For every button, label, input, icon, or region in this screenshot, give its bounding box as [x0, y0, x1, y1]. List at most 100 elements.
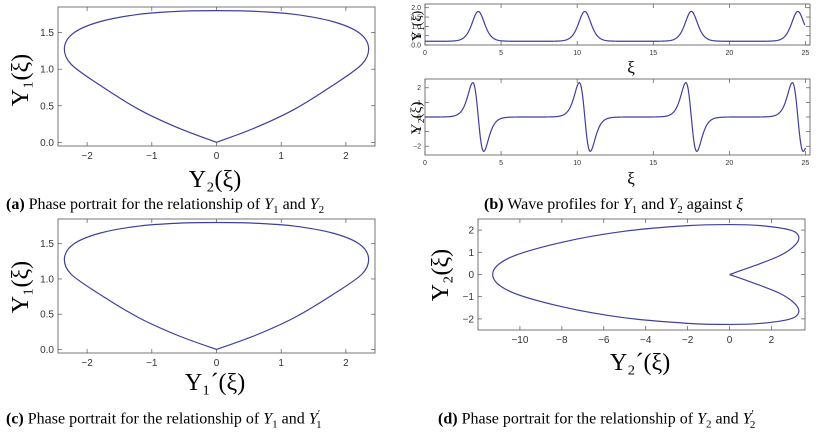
series-line-c [63, 221, 370, 351]
ylabel-d: Y₂(ξ) [428, 249, 454, 301]
xtick-label-a: 2 [343, 151, 349, 162]
caption-a-text: Phase portrait for the relationship of [28, 196, 261, 213]
xtick-label-d: −8 [556, 335, 568, 346]
ytick-label-a: 0.5 [40, 101, 54, 112]
xlabel-a: Y₂(ξ) [189, 167, 241, 193]
xtick-label-b1: 10 [573, 50, 581, 57]
ytick-label-b1: 1.0 [411, 24, 421, 31]
xtick-label-a: −2 [81, 151, 93, 162]
ytick-label-b1: 0.0 [411, 42, 421, 49]
frame-b1 [424, 3, 811, 46]
xtick-label-a: 1 [278, 151, 284, 162]
ylabel-c: Y₁(ξ) [8, 261, 34, 313]
xtick-label-d: −6 [598, 335, 610, 346]
xtick-label-b2: 0 [423, 160, 427, 167]
xtick-label-a: −1 [146, 151, 158, 162]
ytick-label-b2: 0 [417, 114, 421, 121]
ytick-label-a: 1.5 [40, 28, 54, 39]
caption-c-sub1: 1 [272, 418, 278, 431]
xtick-label-b2: 20 [725, 160, 733, 167]
caption-d-var2: Y [742, 410, 752, 428]
caption-b-tailvar: ξ [736, 196, 743, 213]
xtick-label-d: −2 [682, 335, 694, 346]
caption-d-sub2: 2 [749, 418, 756, 431]
xlabel-b2: ξ [627, 169, 635, 188]
caption-a-var2: Y [309, 196, 319, 213]
xtick-label-c: −2 [81, 358, 93, 369]
xtick-label-d: −4 [640, 335, 652, 346]
xlabel-d: Y₂´(ξ) [610, 350, 670, 376]
caption-c-prime: ′ [317, 408, 321, 420]
ytick-label-a: 1.0 [40, 65, 54, 76]
caption-d: (d) Phase portrait for the relationship … [438, 408, 755, 431]
caption-a-sub2: 2 [318, 204, 325, 217]
panel-b2: 0 5 10 15 20 25 −2 −1 0 1 2 ξ Y₂(ξ) [409, 78, 811, 188]
ytick-label-d: −2 [463, 314, 475, 325]
ytick-label-b2: −1 [413, 129, 421, 136]
ytick-label-c: 0.5 [40, 310, 54, 321]
caption-d-sub1: 2 [705, 418, 712, 431]
caption-a-sub1: 1 [273, 204, 279, 217]
caption-b-label: (b) [484, 196, 504, 213]
caption-b: (b) Wave profiles for Y1 and Y2 against … [484, 196, 743, 216]
caption-d-conj: and [715, 410, 739, 428]
ytick-label-d: −1 [463, 292, 475, 303]
frame-a [57, 6, 376, 147]
xtick-label-b1: 5 [499, 50, 503, 57]
caption-b-conj: and [641, 196, 665, 213]
xtick-label-c: 1 [278, 358, 284, 369]
frame-d [477, 218, 806, 331]
xtick-label-c: 0 [214, 358, 220, 369]
ytick-label-b1: 2.0 [411, 5, 421, 12]
ytick-label-a: 0.0 [40, 138, 54, 149]
caption-a-var1: Y [264, 196, 274, 213]
caption-c: (c) Phase portrait for the relationship … [6, 408, 322, 431]
caption-b-sub2: 2 [677, 204, 683, 217]
caption-b-var2: Y [668, 196, 678, 213]
caption-b-tail: against [686, 196, 733, 213]
caption-c-var2: Y [308, 410, 318, 428]
panel-b1: 0 5 10 15 20 25 0.0 0.5 1.0 1.5 2.0 ξ Y₁(ξ) [410, 3, 811, 77]
ylabel-b1: Y₁(ξ) [410, 10, 425, 41]
ytick-label-c: 1.0 [40, 274, 54, 285]
xtick-label-b1: 0 [423, 50, 427, 57]
caption-b-var1: Y [622, 196, 632, 213]
ytick-label-b1: 1.5 [411, 14, 421, 21]
series-line-b1 [425, 10, 806, 42]
caption-a-label: (a) [6, 196, 25, 213]
ytick-label-b2: 1 [417, 100, 421, 107]
xtick-label-c: −1 [146, 358, 158, 369]
xtick-label-b2: 15 [649, 160, 657, 167]
caption-d-label: (d) [438, 410, 458, 428]
caption-b-text: Wave profiles for [507, 196, 619, 213]
xtick-label-d: 0 [727, 335, 733, 346]
xtick-label-b1: 25 [802, 50, 810, 57]
ytick-label-c: 0.0 [40, 345, 54, 356]
panel-a: −2 −1 0 1 2 0.0 0.5 1.0 1.5 Y₂(ξ) Y₁(ξ) [8, 6, 376, 193]
caption-a: (a) Phase portrait for the relationship … [6, 196, 324, 216]
series-line-b2 [425, 82, 806, 152]
ylabel-b2: Y₂(ξ) [409, 102, 425, 135]
ytick-label-b2: −2 [413, 144, 421, 151]
panel-c: −2 −1 0 1 2 0.0 0.5 1.0 1.5 Y₁´(ξ) Y₁(ξ) [8, 218, 376, 396]
xtick-label-b2: 25 [802, 160, 810, 167]
series-line-d [492, 223, 800, 326]
xtick-label-b2: 10 [573, 160, 581, 167]
caption-d-var1: Y [697, 410, 706, 428]
caption-d-text: Phase portrait for the relationship of [461, 410, 694, 428]
caption-c-var1: Y [263, 410, 273, 428]
xtick-label-b1: 15 [649, 50, 657, 57]
ylabel-a: Y₁(ξ) [8, 54, 34, 106]
caption-c-text: Phase portrait for the relationship of [27, 410, 260, 428]
series-line-a [63, 10, 370, 143]
xlabel-b1: ξ [627, 58, 635, 77]
ytick-label-d: 1 [468, 248, 474, 259]
xtick-label-b2: 5 [499, 160, 503, 167]
ytick-label-c: 1.5 [40, 239, 54, 250]
caption-c-label: (c) [6, 410, 24, 428]
xtick-label-d: −10 [511, 335, 528, 346]
ytick-label-b1: 0.5 [411, 33, 421, 40]
ytick-label-b2: 2 [417, 85, 421, 92]
